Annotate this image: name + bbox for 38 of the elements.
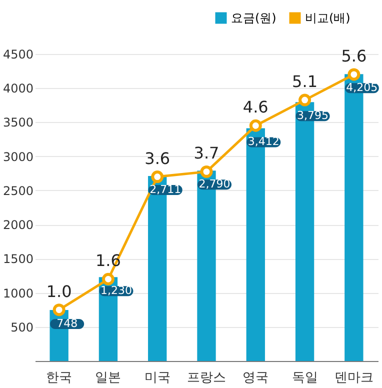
point [52, 304, 66, 316]
point [348, 68, 360, 81]
x-tick-label: 독일 [292, 370, 318, 386]
data-label: 4.6 [242, 98, 268, 117]
data-label: 3,412 [248, 135, 280, 148]
legend-label: 요금(원) [231, 11, 276, 25]
y-tick-label: 2000 [2, 218, 34, 232]
data-label: 748 [56, 316, 78, 330]
data-label: 3.6 [144, 148, 170, 168]
y-tick-label: 4500 [2, 48, 34, 62]
x-tick-label: 한국 [46, 370, 72, 386]
data-label: 3,795 [297, 109, 329, 122]
y-tick-label: 2500 [2, 184, 34, 198]
x-tick-label: 일본 [95, 370, 122, 386]
data-label: 3.7 [194, 144, 220, 163]
y-tick-label: 4000 [2, 82, 34, 96]
data-label: 5.6 [341, 46, 367, 66]
x-tick-label: 프랑스 [187, 370, 226, 386]
y-tick-label: 3000 [2, 150, 34, 164]
legend-label: 비교(배) [305, 11, 350, 25]
data-label: 1,230 [100, 284, 132, 298]
y-tick-label: 3500 [2, 116, 34, 130]
y-tick-label: 500 [10, 320, 34, 334]
data-label: 5.1 [292, 72, 318, 92]
y-tick-label: 1000 [2, 286, 34, 300]
y-tick-label: 1500 [2, 252, 34, 266]
point [200, 165, 213, 178]
point [102, 272, 114, 286]
data-label: 4,205 [346, 81, 378, 94]
x-tick-label: 덴마크 [334, 370, 374, 386]
data-label: 2,790 [198, 178, 230, 191]
point [298, 94, 312, 106]
point [249, 119, 262, 132]
point [151, 170, 164, 184]
data-label: 2,711 [150, 183, 182, 196]
x-tick-label: 미국 [144, 370, 170, 386]
data-label: 1.0 [46, 282, 72, 301]
x-tick-label: 영국 [242, 370, 269, 386]
